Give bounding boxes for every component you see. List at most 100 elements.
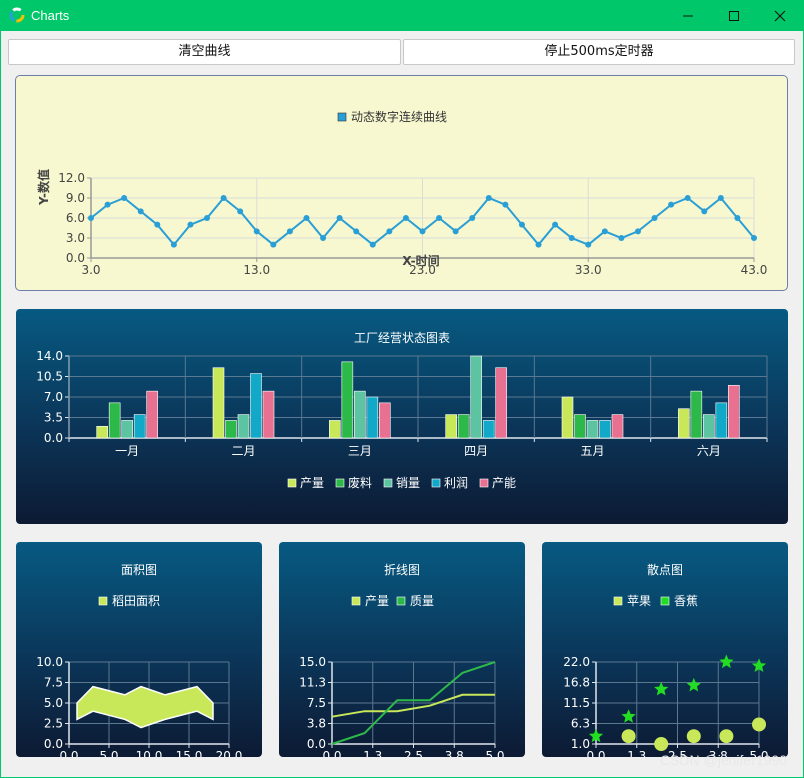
area-legend-marker [98,596,108,606]
line-point [668,201,675,208]
polyline-legend-marker-1 [351,596,361,606]
bar-legend-label: 产量 [300,476,324,490]
line-point [237,208,244,215]
line-point [154,221,161,228]
line-point [701,208,708,215]
bar-category-label: 四月 [464,444,488,458]
bar [715,402,728,439]
maximize-button[interactable] [711,0,757,31]
line-point [220,195,227,201]
y-tick-label: 6.0 [66,211,85,225]
bar [237,414,250,439]
area-chart-y-ticks: 10.0 7.5 5.0 2.5 0.0 [36,655,63,751]
bar [599,420,611,439]
y-tick-label: 15.0 [299,655,326,669]
x-tick-label: 5.0 [99,749,118,757]
title-bar[interactable]: Charts [0,0,804,31]
bar [146,390,158,439]
polyline-chart-grid [328,661,496,748]
line-chart-grid [87,177,755,262]
scatter-point-banana [621,709,636,723]
line-chart-panel: 动态数字连续曲线 12.0 9.0 6.0 3.0 0.0 3.0 13.0 23.0 33.… [15,75,788,291]
bar-legend-marker [287,478,297,488]
x-tick-label: 10.0 [136,749,163,757]
scatter-point-apple [654,737,669,751]
bar [586,420,599,439]
y-tick-label: 6.3 [571,717,590,731]
x-tick-label: 43.0 [741,263,768,277]
line-x-axis-label: X-时间 [402,253,439,268]
bar [379,402,391,439]
bar [470,355,482,439]
bar-category-label: 六月 [697,444,721,458]
bar [108,402,121,439]
bar [329,420,341,439]
line-point [270,241,277,248]
x-tick-label: 2.5 [404,749,423,757]
bar [96,425,108,439]
polyline-chart-x-ticks: 0.0 1.3 2.5 3.8 5.0 [322,749,504,763]
line-point [684,195,691,201]
bar [703,414,715,439]
scatter-point-apple [719,729,734,744]
area-legend-label: 稻田面积 [112,594,160,608]
x-tick-label: 0.0 [322,749,341,757]
y-tick-label: 2.5 [44,717,63,731]
scatter-legend-marker-1 [613,596,623,606]
x-tick-label: 1.3 [627,749,646,757]
scatter-chart: 散点图 苹果 香蕉 22.016.811.56.31.0 0.0 1.3 2.5 3.… [563,562,768,763]
line-point [121,195,128,201]
close-button[interactable] [757,0,803,31]
line-point [204,215,211,221]
scatter-legend-label-1: 苹果 [627,594,651,608]
y-tick-label: 7.5 [44,676,63,690]
x-tick-label: 0.0 [586,749,605,757]
polyline-chart: 折线图 产量 质量 15.0 11.3 7.5 3.8 0.0 0.0 1.3 2.5 3.8… [299,562,504,763]
y-tick-label: 16.8 [563,676,590,690]
bar [611,414,624,439]
x-tick-label: 33.0 [575,263,602,277]
y-tick-label: 0.0 [66,251,85,265]
bar-chart-y-ticks: 14.0 10.5 7.0 3.5 0.0 [36,349,63,445]
client-area: 清空曲线 停止500ms定时器 动态数字连续曲线 12.0 9.0 6.0 3.0 0.… [1,31,803,777]
bar [225,420,237,439]
polyline-chart-y-ticks: 15.0 11.3 7.5 3.8 0.0 [299,655,326,751]
scatter-chart-y-ticks: 22.0 16.8 11.5 6.3 1.0 [563,655,590,751]
line-point [104,201,111,208]
line-point [502,201,509,208]
minimize-button[interactable] [665,0,711,31]
scatter-legend-label-2: 香蕉 [674,594,698,608]
line-point [485,195,492,201]
bar [212,367,225,439]
bar [354,390,366,439]
line-legend-marker [337,112,347,122]
area-series [76,685,214,729]
clear-curve-button[interactable]: 清空曲线 [8,39,401,65]
line-point [170,241,177,248]
charts-app-icon [9,7,25,23]
polyline-legend-marker-2 [396,596,406,606]
line-point [419,228,426,235]
bar-chart-categories: 一月 二月 三月 四月 五月 六月 [115,444,721,458]
scatter-point-banana [719,654,734,669]
y-tick-label: 0.0 [307,737,326,751]
line-point [369,241,376,248]
bar-chart-panel: 工厂经营状态图表 14.0 10.5 7.0 3.5 0.0 一月 二月 三月 四月 五月 六月 … [16,309,788,524]
bar [121,420,133,439]
polyline-legend-label-1: 产量 [365,594,389,608]
x-tick-label: 23.0 [409,263,436,277]
bar-category-label: 三月 [348,444,372,458]
bar [341,361,354,439]
y-tick-label: 0.0 [44,737,63,751]
line-point [717,195,724,201]
stop-timer-button[interactable]: 停止500ms定时器 [403,39,795,65]
bar [728,384,740,439]
line-point [618,235,625,241]
line-point [452,228,459,235]
y-tick-label: 14.0 [36,349,63,363]
x-tick-label: 20.0 [216,749,243,757]
line-point [137,208,144,215]
scatter-point-apple [752,717,766,732]
line-chart-y-ticks: 12.0 9.0 6.0 3.0 0.0 [58,171,85,265]
